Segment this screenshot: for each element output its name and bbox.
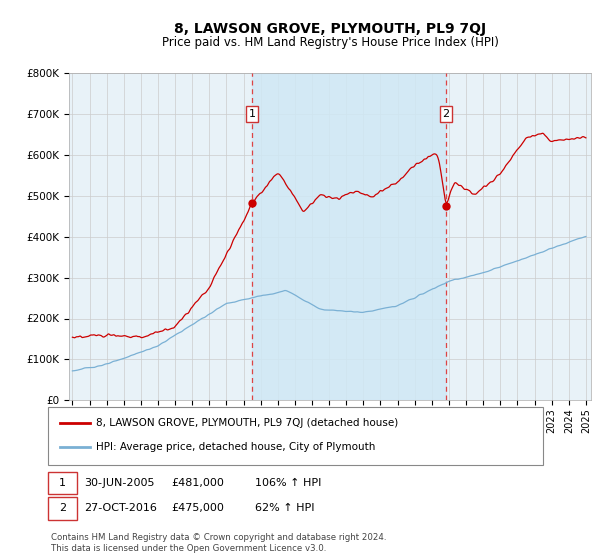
Text: 2: 2 [442, 109, 449, 119]
Text: Price paid vs. HM Land Registry's House Price Index (HPI): Price paid vs. HM Land Registry's House … [161, 36, 499, 49]
Text: 8, LAWSON GROVE, PLYMOUTH, PL9 7QJ: 8, LAWSON GROVE, PLYMOUTH, PL9 7QJ [174, 22, 486, 36]
Text: 30-JUN-2005: 30-JUN-2005 [84, 478, 155, 488]
Text: 27-OCT-2016: 27-OCT-2016 [84, 503, 157, 514]
Bar [252, 73, 446, 400]
Text: £475,000: £475,000 [171, 503, 224, 514]
Text: 106% ↑ HPI: 106% ↑ HPI [255, 478, 322, 488]
Text: 1: 1 [59, 478, 66, 488]
Text: HPI: Average price, detached house, City of Plymouth: HPI: Average price, detached house, City… [96, 442, 376, 452]
Text: £481,000: £481,000 [171, 478, 224, 488]
Text: 1: 1 [248, 109, 256, 119]
Text: Contains HM Land Registry data © Crown copyright and database right 2024.
This d: Contains HM Land Registry data © Crown c… [51, 533, 386, 553]
Text: 2: 2 [59, 503, 66, 514]
Text: 62% ↑ HPI: 62% ↑ HPI [255, 503, 314, 514]
Text: 8, LAWSON GROVE, PLYMOUTH, PL9 7QJ (detached house): 8, LAWSON GROVE, PLYMOUTH, PL9 7QJ (deta… [96, 418, 398, 428]
